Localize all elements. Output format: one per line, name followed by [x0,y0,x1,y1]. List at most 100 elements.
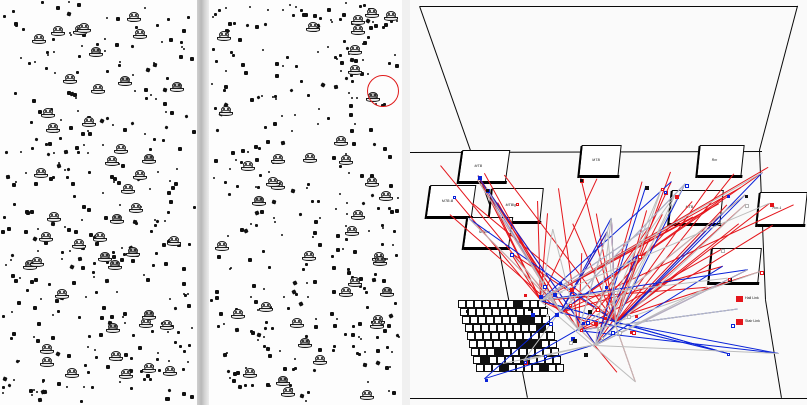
grid-cell [479,348,488,356]
network-node[interactable] [744,194,748,198]
panel-divider [197,0,209,405]
network-node[interactable] [617,330,622,335]
network-node[interactable] [588,309,593,314]
agent-sprite [219,105,234,118]
network-node[interactable] [538,294,543,299]
grid-cell [482,300,490,308]
pedestrian-dot [82,205,87,210]
network-node[interactable] [637,254,642,259]
grid-cell [531,364,540,372]
pedestrian-dot [14,278,19,283]
pedestrian-dot [240,227,245,232]
pedestrian-dot [33,182,38,187]
network-node[interactable] [502,364,506,368]
grid-cell [498,332,507,340]
network-node[interactable] [727,352,731,356]
network-node[interactable] [634,315,638,319]
network-node[interactable] [769,202,774,207]
pedestrian-dot [299,8,303,12]
network-node[interactable] [484,379,488,383]
network-node[interactable] [569,288,574,293]
network-node[interactable] [586,321,590,326]
network-node[interactable] [558,282,562,286]
network-node[interactable] [595,308,600,313]
network-node[interactable] [721,248,726,253]
pedestrian-dot [394,64,399,69]
network-node[interactable] [465,310,469,314]
pedestrian-dot [318,348,323,353]
network-node[interactable] [579,329,583,333]
pedestrian-dot [2,376,8,382]
network-node[interactable] [726,194,730,198]
network-node[interactable] [548,322,553,327]
network-node[interactable] [627,315,632,320]
network-node[interactable] [731,324,736,329]
network-node[interactable] [661,188,665,192]
network-node[interactable] [581,322,585,326]
highlight-circle[interactable] [367,75,399,107]
pedestrian-dot [103,37,107,41]
network-node[interactable] [543,354,547,358]
pedestrian-dot [274,221,277,224]
network-node[interactable] [598,326,602,330]
pedestrian-dot [375,349,380,354]
pedestrian-dot [173,340,177,344]
network-node[interactable] [604,316,608,320]
network-node[interactable] [510,252,514,257]
network-node[interactable] [629,330,633,334]
network-node[interactable] [759,271,764,276]
network-node[interactable] [527,307,532,312]
network-node[interactable] [611,330,616,335]
network-node[interactable] [569,341,574,346]
network-node[interactable] [554,313,559,318]
network-node[interactable] [531,312,536,317]
network-node[interactable] [452,196,456,200]
network-node[interactable] [727,277,731,281]
agent-sprite [160,319,175,332]
network-node[interactable] [545,314,549,318]
pedestrian-dot [359,72,364,77]
network-node[interactable] [569,303,573,307]
network-node[interactable] [523,361,527,365]
plan-room[interactable]: MTB [577,145,622,178]
pedestrian-dot [274,62,279,67]
network-node[interactable] [523,294,527,298]
network-node[interactable] [601,337,605,341]
pedestrian-dot [254,157,259,162]
pedestrian-dot [369,127,374,132]
network-node[interactable] [684,183,689,188]
pedestrian-dot [155,251,159,255]
network-node[interactable] [477,175,482,180]
network-node[interactable] [573,339,578,344]
grid-cell [525,340,533,348]
pedestrian-dot [106,17,109,20]
pedestrian-dot [316,123,319,126]
network-node[interactable] [485,188,489,192]
network-node[interactable] [553,292,558,297]
network-node[interactable] [593,322,598,327]
plan-room[interactable]: Rm [695,145,745,178]
pedestrian-dot [209,298,213,302]
pedestrian-dot [69,264,76,270]
network-node[interactable] [515,202,519,206]
network-node[interactable] [542,285,547,290]
pedestrian-dot [37,322,41,327]
pedestrian-dot [63,149,69,154]
network-node[interactable] [745,203,750,208]
network-node[interactable] [645,186,650,191]
pedestrian-dot [237,385,243,390]
pedestrian-dot [111,123,114,127]
plan-room[interactable]: MTB [456,150,511,184]
network-node[interactable] [580,178,584,182]
pedestrian-dot [61,250,65,254]
pedestrian-dot [83,364,87,368]
network-node[interactable] [583,353,588,358]
network-node[interactable] [664,190,668,194]
pedestrian-dot [222,352,228,357]
pedestrian-dot [66,228,71,233]
network-node[interactable] [604,286,608,290]
pedestrian-dot [99,332,104,337]
pedestrian-dot [149,187,152,190]
network-node[interactable] [674,194,679,199]
network-node[interactable] [570,337,575,342]
